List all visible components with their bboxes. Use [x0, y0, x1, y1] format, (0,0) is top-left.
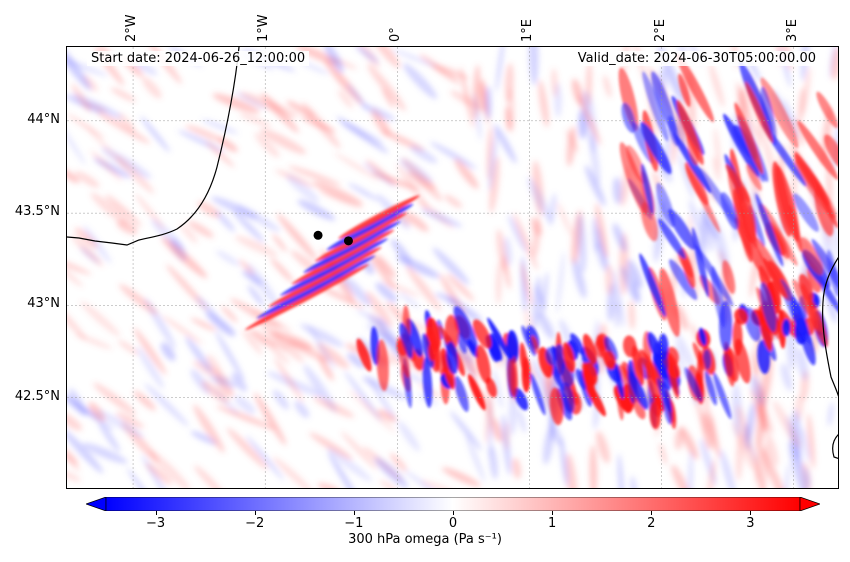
colorbar-title: 300 hPa omega (Pa s⁻¹) [348, 532, 502, 547]
colorbar-tick-mark [155, 511, 157, 515]
lat-tick-label: 43°N [27, 296, 60, 312]
colorbar-tick-label: −1 [344, 516, 364, 531]
colorbar-tick-mark [750, 511, 752, 515]
start-date-label: Start date: 2024-06-26_12:00:00 [87, 51, 310, 66]
colorbar-tick-mark [552, 511, 554, 515]
coastlines [67, 47, 838, 459]
colorbar-tick-label: 0 [448, 516, 458, 531]
colorbar-tick-mark [353, 511, 355, 515]
station-marker [343, 236, 353, 246]
lon-tick-label: 0° [388, 27, 404, 42]
colorbar [86, 497, 820, 511]
mediterranean-coastline [822, 257, 838, 397]
colorbar-tick-mark [254, 511, 256, 515]
lat-tick-label: 42.5°N [14, 388, 60, 404]
lon-tick-label: 3°E [784, 19, 800, 42]
lat-tick-label: 44°N [27, 111, 60, 127]
mediterranean-coastline-south [832, 434, 838, 459]
colorbar-tick-mark [651, 511, 653, 515]
colorbar-tick-label: 3 [746, 516, 755, 531]
gridlines [67, 47, 838, 488]
colorbar-gradient [105, 497, 801, 511]
atlantic-coastline [67, 47, 240, 246]
lon-tick-label: 1°E [520, 19, 536, 42]
lon-tick-label: 1°W [256, 14, 272, 42]
colorbar-extend-high [799, 497, 820, 511]
lon-tick-label: 2°W [124, 14, 140, 42]
lat-tick-label: 43.5°N [14, 204, 60, 220]
colorbar-tick-label: 2 [647, 516, 656, 531]
colorbar-tick-label: −2 [245, 516, 265, 531]
station-markers [313, 230, 353, 246]
colorbar-extend-low [86, 497, 107, 511]
station-marker [313, 230, 323, 240]
omega-field-plot [67, 47, 838, 488]
colorbar-tick-mark [453, 511, 454, 515]
colorbar-tick-label: −3 [145, 516, 166, 531]
omega-field-layer [67, 47, 838, 488]
colorbar-tick-label: 1 [548, 516, 557, 531]
valid-date-label: Valid_date: 2024-06-30T05:00:00.00 [573, 51, 820, 66]
omega-map: Start date: 2024-06-26_12:00:00 Valid_da… [66, 46, 839, 489]
lon-tick-label: 2°E [652, 19, 668, 42]
